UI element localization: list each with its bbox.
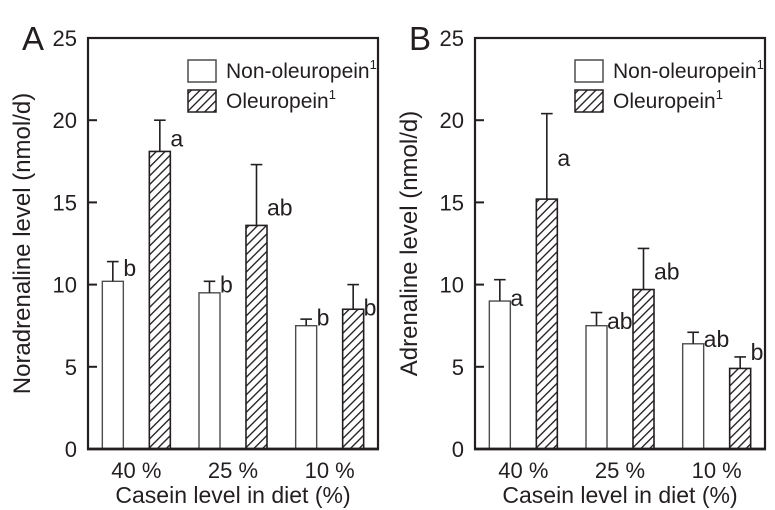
error-bar: [300, 318, 312, 326]
bar-oleuropein-40%: [148, 150, 172, 450]
legend-swatch-plain: [574, 59, 604, 83]
panel-b: a ab ab a ab b 0 5 10 15 20 25 40 % 25 % 10 % Casein le…: [387, 0, 774, 510]
panel-background: [387, 0, 774, 510]
error-bar: [687, 331, 699, 344]
significance-letter: ab: [607, 308, 633, 334]
significance-letter: ab: [654, 258, 680, 284]
significance-letter: ab: [704, 326, 730, 352]
x-category-label: 40 %: [498, 458, 548, 483]
axes: 0 5 10 15 20 25: [440, 26, 767, 462]
x-category-label: 10 %: [692, 458, 742, 483]
legend-label: Non-oleuropein1: [226, 57, 377, 83]
y-tick-label: 10: [53, 273, 77, 298]
bar-non-oleuropein-25%: [585, 325, 608, 450]
bar-oleuropein-10%: [728, 367, 752, 450]
bar-oleuropein-40%: [535, 198, 559, 450]
panel-background: [0, 0, 387, 510]
y-axis-title: Noradrenaline level (nmol/d): [9, 93, 36, 394]
y-tick-label: 20: [53, 108, 77, 133]
bar-non-oleuropein-40%: [488, 300, 512, 450]
y-tick-label: 15: [440, 190, 464, 215]
significance-letter: b: [364, 295, 377, 321]
significance-letter: ab: [267, 194, 293, 220]
bar-oleuropein-25%: [632, 288, 655, 450]
significance-letter: b: [751, 339, 764, 365]
error-bar: [494, 278, 506, 302]
error-bar: [347, 283, 359, 310]
x-axis-title: Casein level in diet (%): [115, 482, 350, 508]
y-tick-label: 20: [440, 108, 464, 133]
bar-non-oleuropein-10%: [681, 343, 705, 450]
y-tick-label: 10: [440, 273, 464, 298]
legend-label: Non-oleuropein1: [613, 57, 764, 83]
legend-swatch-hatched: [574, 89, 604, 113]
panel-a: b b b a ab b 0 5 10 15 20 25 40 % 25 % 10 % Casein leve…: [0, 0, 387, 510]
legend: Non-oleuropein1 Oleuropein1: [187, 57, 377, 113]
y-tick-label: 25: [53, 26, 77, 51]
y-tick-label: 5: [65, 355, 77, 380]
panel-a-chart: b b b a ab b 0 5 10 15 20 25 40 % 25 % 10 %Casein leve…: [0, 0, 387, 510]
y-tick-label: 0: [452, 437, 464, 462]
error-bar: [590, 311, 603, 326]
legend-swatch-hatched: [187, 89, 217, 113]
y-tick-label: 5: [452, 355, 464, 380]
x-category-label: 25 %: [595, 458, 645, 483]
bar-oleuropein-10%: [341, 308, 365, 450]
bar-non-oleuropein-10%: [294, 325, 318, 450]
bar-non-oleuropein-25%: [198, 292, 221, 450]
error-bar: [250, 163, 263, 226]
significance-letter: a: [557, 145, 570, 171]
significance-letter: a: [510, 285, 523, 311]
significance-letter: a: [170, 125, 183, 151]
error-bar: [154, 119, 166, 152]
significance-letter: b: [220, 272, 233, 298]
error-bar: [541, 112, 553, 200]
error-bar: [203, 280, 216, 293]
y-tick-label: 15: [53, 190, 77, 215]
x-category-label: 10 %: [305, 458, 355, 483]
y-tick-label: 25: [440, 26, 464, 51]
significance-letter: b: [317, 304, 330, 330]
legend-label: Oleuropein1: [226, 87, 336, 113]
y-axis-title: Adrenaline level (nmol/d): [396, 111, 423, 376]
x-axis-title: Casein level in diet (%): [502, 482, 737, 508]
panel-letter: B: [409, 20, 431, 57]
panel-letter: A: [22, 20, 44, 57]
error-bar: [734, 356, 746, 369]
error-bar: [637, 247, 650, 290]
x-category-label: 40 %: [111, 458, 161, 483]
axes: 0 5 10 15 20 25: [53, 26, 380, 462]
legend: Non-oleuropein1 Oleuropein1: [574, 57, 764, 113]
x-category-label: 25 %: [208, 458, 258, 483]
bar-oleuropein-25%: [245, 224, 268, 450]
legend-label: Oleuropein1: [613, 87, 723, 113]
significance-letter: b: [123, 255, 136, 281]
legend-swatch-plain: [187, 59, 217, 83]
bar-non-oleuropein-40%: [101, 280, 125, 450]
error-bar: [107, 260, 119, 282]
y-tick-label: 0: [65, 437, 77, 462]
